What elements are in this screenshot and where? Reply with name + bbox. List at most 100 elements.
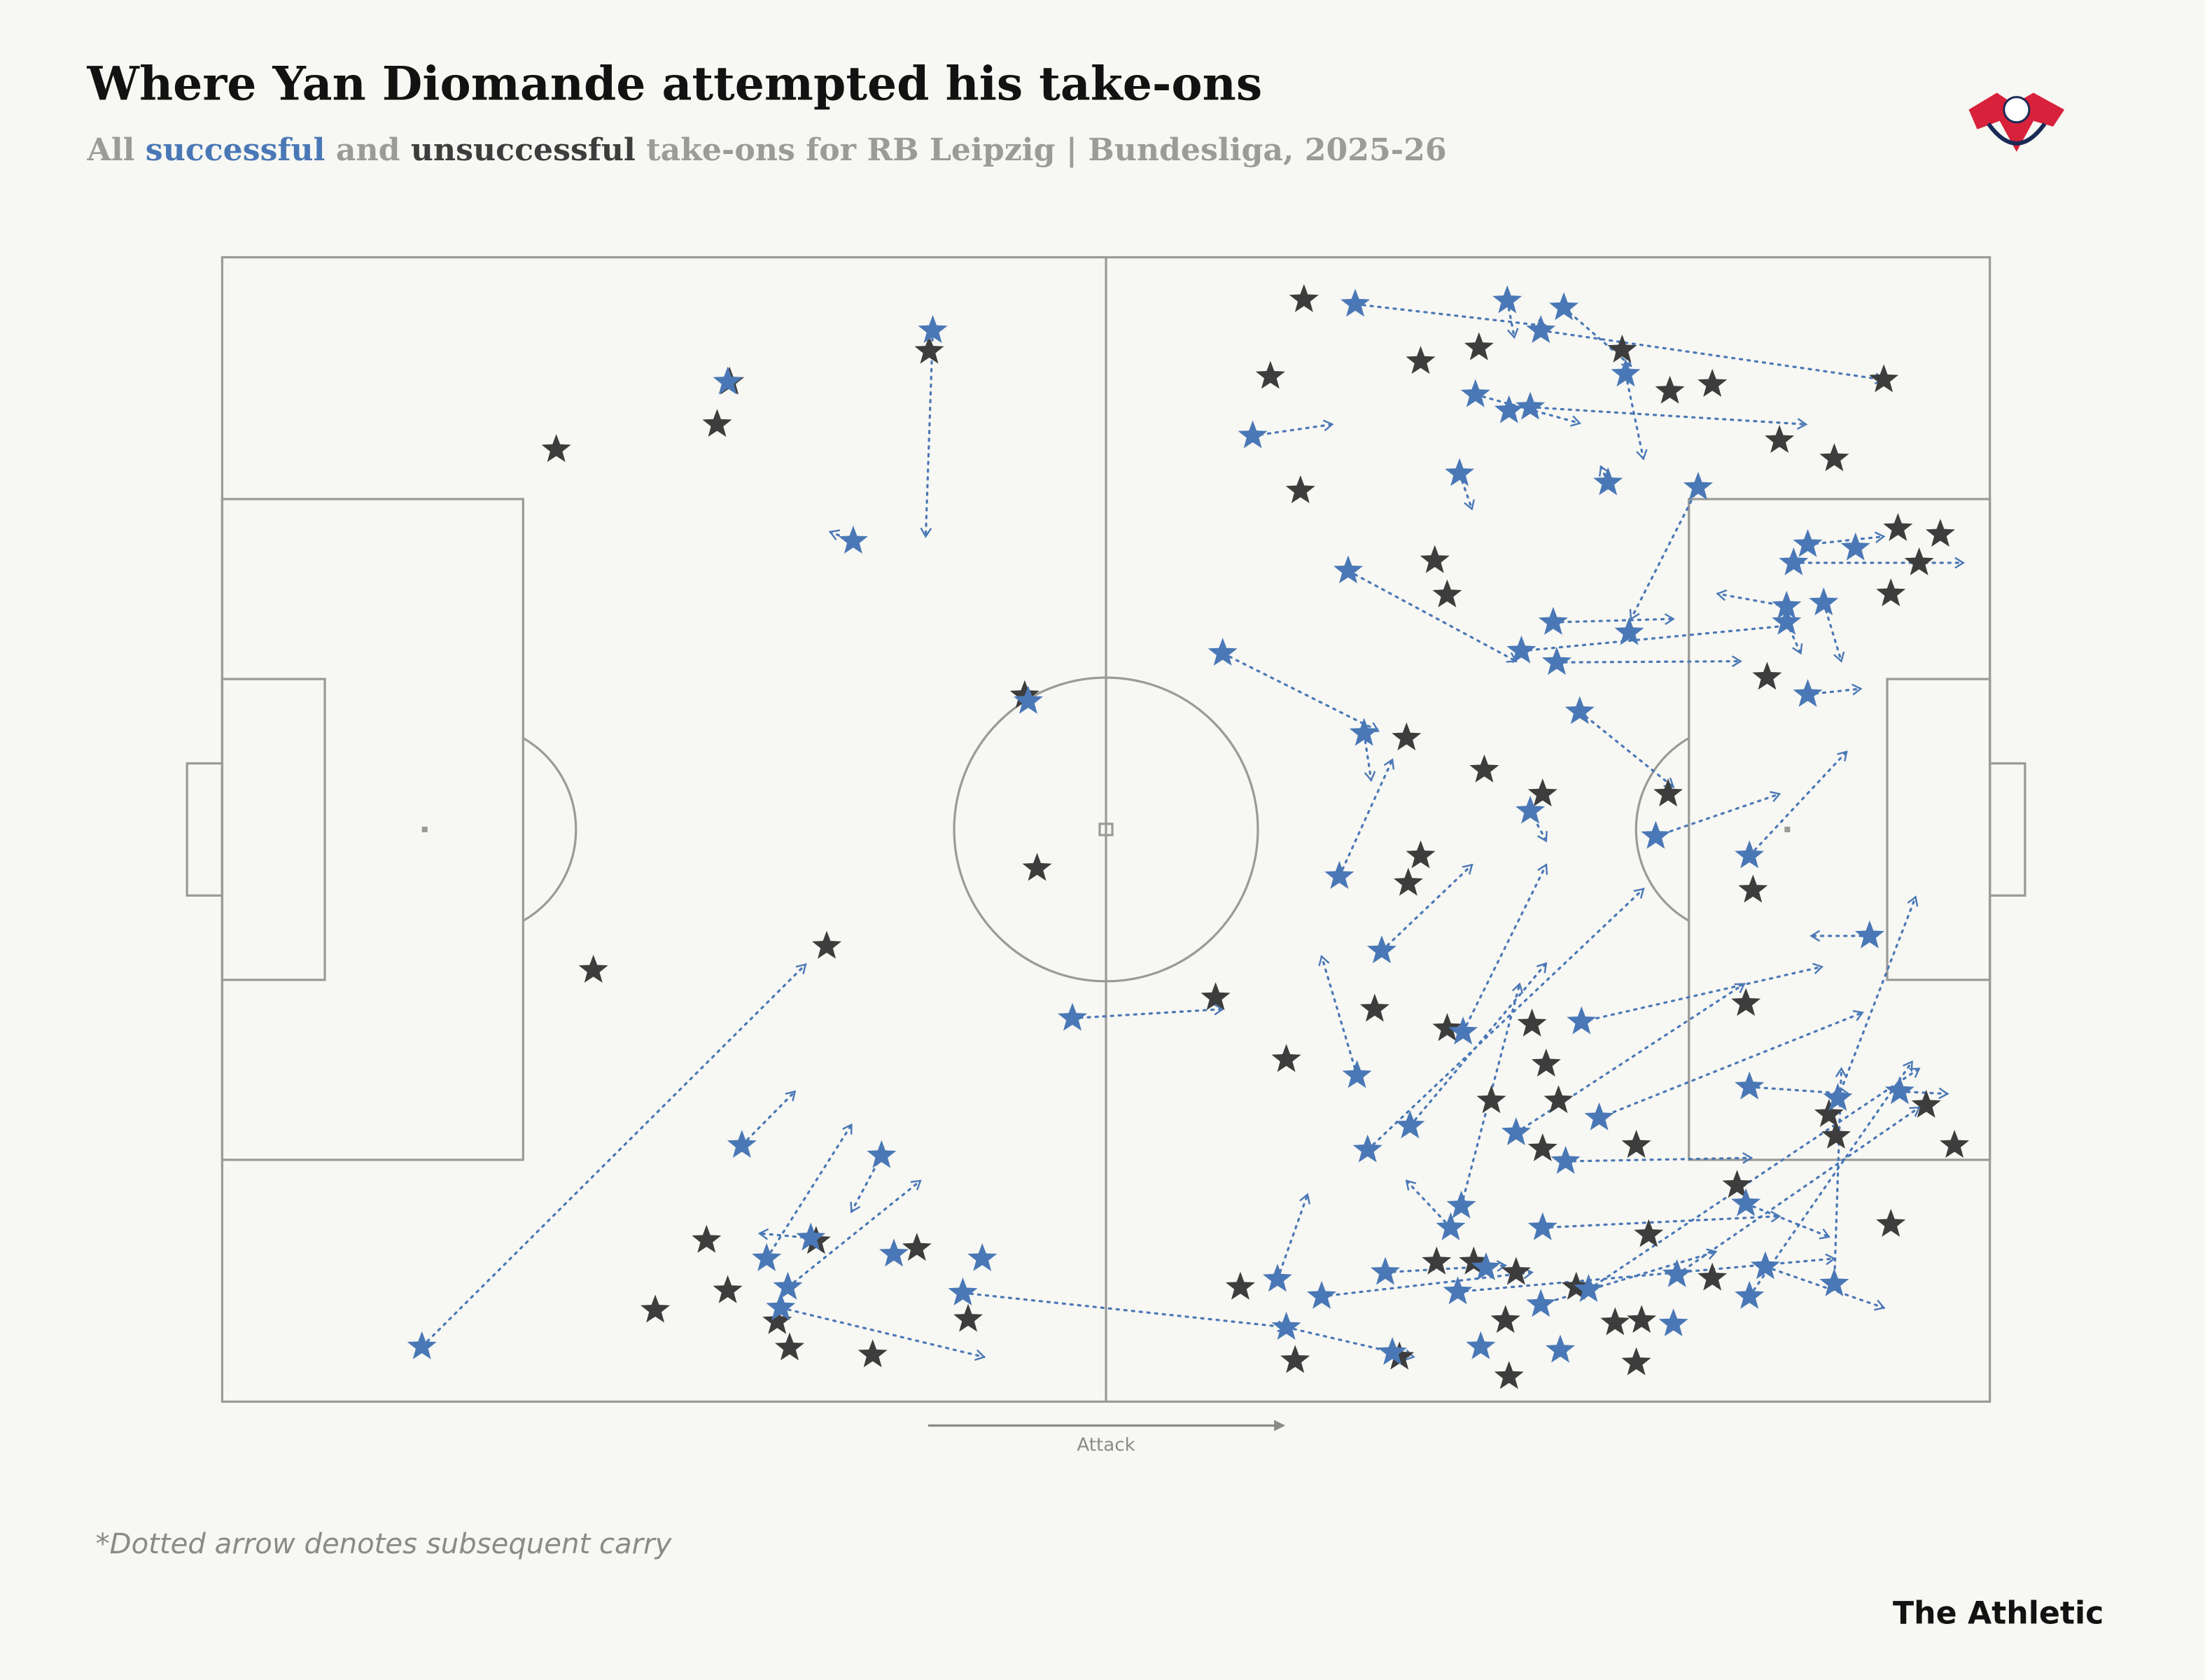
- carry-arrowhead: [850, 1201, 861, 1213]
- take-on-star: [1432, 1013, 1462, 1042]
- carry-arrowhead: [1797, 418, 1808, 430]
- take-on-star: [1469, 754, 1499, 783]
- take-on-star: [1884, 1076, 1914, 1105]
- take-on-star: [1658, 1308, 1688, 1337]
- take-on-star: [948, 1277, 978, 1306]
- take-on-star: [1527, 1133, 1558, 1161]
- take-on-star: [1393, 867, 1423, 896]
- take-on-star: [1406, 346, 1436, 374]
- take-on-star: [1340, 288, 1371, 317]
- take-on-star: [1722, 1170, 1752, 1198]
- take-on-star: [1531, 1048, 1561, 1077]
- attack-arrowhead: [1274, 1420, 1286, 1432]
- take-on-star: [878, 1238, 909, 1267]
- carry-arrowhead: [1874, 1299, 1886, 1311]
- carry-line: [1552, 617, 1675, 624]
- carry-arrowhead: [1496, 1260, 1508, 1272]
- take-on-star: [902, 1233, 932, 1261]
- center-spot: [1098, 822, 1114, 836]
- carry-arrowhead: [1812, 962, 1823, 974]
- carry-arrowhead: [1851, 683, 1863, 696]
- take-on-star: [1526, 315, 1556, 344]
- take-on-star: [1550, 1145, 1581, 1174]
- carry-arrowhead: [757, 1228, 769, 1240]
- center-circle: [953, 676, 1259, 983]
- carry-line: [1806, 535, 1885, 546]
- take-on-star: [1271, 1044, 1301, 1072]
- take-on-star: [1494, 1361, 1524, 1390]
- take-on-star: [1545, 1334, 1576, 1363]
- take-on-star: [1464, 332, 1494, 360]
- take-on-star: [1641, 820, 1671, 849]
- take-on-star: [1627, 1305, 1657, 1334]
- carry-line: [1405, 1180, 1452, 1229]
- carry-arrowhead: [1770, 1210, 1782, 1223]
- carry-line: [1380, 864, 1474, 952]
- take-on-star: [1876, 578, 1906, 607]
- goal: [186, 762, 224, 897]
- take-on-star: [1200, 982, 1231, 1011]
- take-on-star: [1342, 1060, 1372, 1088]
- take-on-star: [1814, 1098, 1844, 1127]
- take-on-star: [1058, 1002, 1088, 1031]
- carry-line: [1564, 1156, 1753, 1163]
- take-on-star: [1541, 647, 1572, 676]
- carry-arrowhead: [1405, 1180, 1417, 1191]
- carries: [421, 300, 1966, 1362]
- take-on-star: [713, 366, 743, 395]
- take-on-star: [1307, 1280, 1337, 1309]
- take-on-star: [1819, 1268, 1849, 1296]
- take-on-star: [1262, 1264, 1292, 1292]
- carry-line: [1539, 329, 1885, 382]
- take-on-star: [1544, 1085, 1574, 1114]
- carry-arrowhead: [1599, 465, 1610, 477]
- take-on-star: [1574, 1274, 1604, 1303]
- take-on-star: [918, 315, 948, 344]
- take-on-star: [1772, 606, 1802, 635]
- take-on-star: [1494, 395, 1524, 424]
- carry-line: [1338, 758, 1394, 878]
- carry-line: [1555, 660, 1742, 664]
- carry-arrowhead: [1636, 449, 1648, 461]
- chart-subtitle: All successful and unsuccessful take-ons…: [87, 132, 1447, 168]
- carry-line: [961, 1292, 1288, 1329]
- carry-arrowhead: [1569, 415, 1582, 427]
- take-on-star: [640, 1294, 671, 1323]
- carry-line: [1276, 1193, 1309, 1281]
- badge-arc: [1987, 122, 2047, 146]
- take-on-star: [775, 1332, 805, 1361]
- take-on-star: [1584, 1102, 1614, 1130]
- take-on-star: [838, 525, 868, 554]
- take-on-star: [1436, 1212, 1466, 1240]
- take-on-star: [1793, 528, 1823, 557]
- take-on-star: [1869, 364, 1899, 393]
- carry-line: [1580, 965, 1823, 1023]
- take-on-star: [702, 409, 732, 438]
- take-on-star: [762, 1306, 792, 1334]
- club-badge: [1968, 92, 2065, 152]
- carry-arrowhead: [1506, 652, 1518, 663]
- take-on-star: [1793, 678, 1823, 707]
- carry-line: [1529, 406, 1807, 426]
- carry-arrowhead: [910, 1180, 922, 1191]
- take-on-star: [1634, 1219, 1664, 1247]
- take-on-star: [752, 1242, 782, 1271]
- take-on-star: [1662, 1259, 1692, 1287]
- carry-line: [1462, 864, 1548, 1033]
- take-on-star: [914, 335, 944, 364]
- take-on-star: [1501, 1117, 1531, 1146]
- carry-line: [1764, 1265, 1885, 1309]
- take-on-star: [1255, 360, 1285, 389]
- carry-line: [1562, 306, 1632, 368]
- carry-line: [1676, 1106, 1921, 1276]
- take-on-star: [1549, 292, 1579, 321]
- carry-line: [1654, 792, 1781, 838]
- take-on-star: [1492, 285, 1522, 314]
- take-on-star: [1448, 1016, 1478, 1045]
- take-on-star: [1655, 375, 1685, 404]
- carry-arrowhead: [1852, 1009, 1864, 1021]
- carry-line: [1520, 624, 1788, 652]
- carry-arrowhead: [1633, 888, 1645, 899]
